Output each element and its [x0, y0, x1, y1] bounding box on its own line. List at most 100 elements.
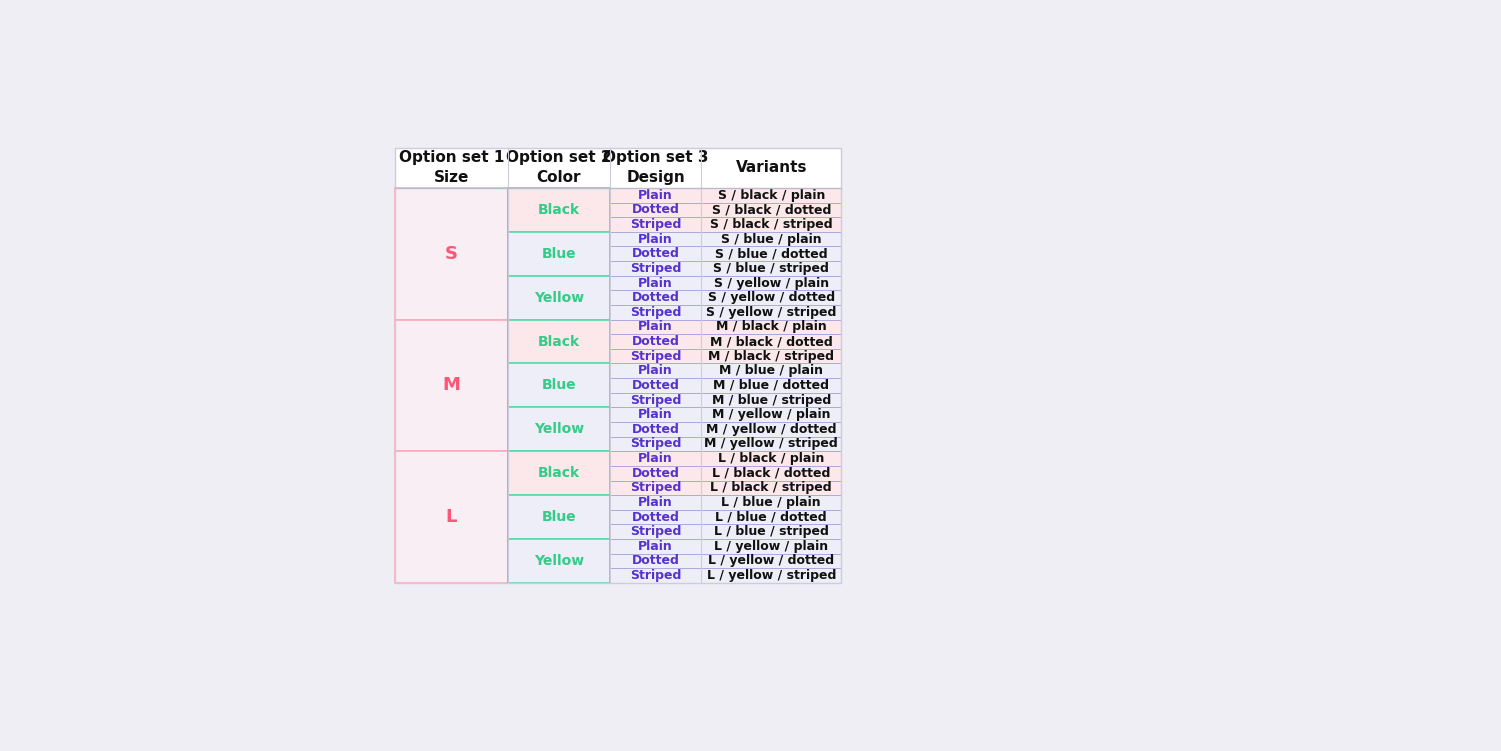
Text: Striped: Striped: [630, 481, 681, 494]
Text: Striped: Striped: [630, 218, 681, 231]
Bar: [609, 466, 701, 481]
Text: Striped: Striped: [630, 350, 681, 363]
Bar: [609, 363, 701, 378]
Text: S / yellow / dotted: S / yellow / dotted: [707, 291, 835, 304]
Bar: [609, 217, 701, 232]
Text: Plain: Plain: [638, 409, 672, 421]
Text: Option set 2
Color: Option set 2 Color: [506, 150, 612, 185]
Text: L / blue / plain: L / blue / plain: [722, 496, 821, 509]
Bar: [701, 495, 841, 510]
Bar: [609, 436, 701, 451]
Text: L / black / striped: L / black / striped: [710, 481, 832, 494]
Bar: [609, 393, 701, 407]
Bar: [701, 261, 841, 276]
Text: Striped: Striped: [630, 262, 681, 275]
Bar: [701, 320, 841, 334]
Text: Black: Black: [537, 203, 579, 217]
Text: Plain: Plain: [638, 364, 672, 377]
Bar: [507, 495, 609, 539]
Text: Striped: Striped: [630, 394, 681, 406]
Text: Black: Black: [537, 334, 579, 348]
Bar: [507, 232, 609, 276]
Bar: [609, 188, 701, 203]
Text: Striped: Striped: [630, 569, 681, 582]
Bar: [609, 407, 701, 422]
Bar: [701, 407, 841, 422]
Bar: [701, 246, 841, 261]
Bar: [609, 451, 701, 466]
Bar: [395, 148, 841, 188]
Text: Blue: Blue: [542, 510, 576, 524]
Text: Yellow: Yellow: [534, 291, 584, 305]
Text: M / black / striped: M / black / striped: [708, 350, 835, 363]
Text: L / yellow / dotted: L / yellow / dotted: [708, 554, 835, 568]
Text: Yellow: Yellow: [534, 422, 584, 436]
Text: Plain: Plain: [638, 496, 672, 509]
Bar: [609, 334, 701, 349]
Bar: [395, 148, 841, 583]
Text: Variants: Variants: [735, 161, 808, 176]
Text: M / black / dotted: M / black / dotted: [710, 335, 833, 348]
Text: Option set 1
Size: Option set 1 Size: [399, 150, 504, 185]
Text: Black: Black: [537, 466, 579, 480]
Text: S / yellow / plain: S / yellow / plain: [713, 276, 829, 289]
Bar: [609, 553, 701, 569]
Text: Plain: Plain: [638, 452, 672, 465]
Bar: [701, 451, 841, 466]
Bar: [701, 349, 841, 363]
Text: Dotted: Dotted: [632, 335, 680, 348]
Bar: [701, 188, 841, 203]
Bar: [507, 363, 609, 407]
Text: Dotted: Dotted: [632, 379, 680, 392]
Bar: [395, 148, 841, 583]
Bar: [701, 291, 841, 305]
Bar: [507, 320, 609, 363]
Text: M: M: [443, 376, 461, 394]
Bar: [507, 276, 609, 320]
Text: L / yellow / plain: L / yellow / plain: [714, 540, 829, 553]
Bar: [609, 378, 701, 393]
Text: Dotted: Dotted: [632, 511, 680, 523]
Text: Plain: Plain: [638, 321, 672, 333]
Bar: [701, 217, 841, 232]
Text: Blue: Blue: [542, 247, 576, 261]
Text: M / blue / dotted: M / blue / dotted: [713, 379, 829, 392]
Text: Plain: Plain: [638, 189, 672, 202]
Bar: [701, 393, 841, 407]
Bar: [609, 232, 701, 246]
Bar: [609, 510, 701, 524]
Bar: [701, 481, 841, 495]
Bar: [507, 188, 609, 232]
Bar: [701, 524, 841, 539]
Text: S / blue / dotted: S / blue / dotted: [714, 247, 827, 261]
Bar: [701, 510, 841, 524]
Bar: [701, 539, 841, 553]
Text: Striped: Striped: [630, 306, 681, 318]
Text: M / yellow / striped: M / yellow / striped: [704, 437, 838, 451]
Text: S / blue / plain: S / blue / plain: [720, 233, 821, 246]
Bar: [609, 569, 701, 583]
Bar: [701, 436, 841, 451]
Text: Dotted: Dotted: [632, 466, 680, 480]
Bar: [609, 481, 701, 495]
Bar: [609, 320, 701, 334]
Bar: [507, 539, 609, 583]
Bar: [507, 451, 609, 495]
Bar: [609, 349, 701, 363]
Bar: [395, 451, 507, 583]
Text: S: S: [444, 245, 458, 263]
Bar: [609, 495, 701, 510]
Text: M / yellow / plain: M / yellow / plain: [711, 409, 830, 421]
Bar: [701, 553, 841, 569]
Text: L: L: [446, 508, 458, 526]
Text: M / blue / striped: M / blue / striped: [711, 394, 832, 406]
Text: Option set 3
Design: Option set 3 Design: [603, 150, 708, 185]
Text: S / black / striped: S / black / striped: [710, 218, 833, 231]
Text: S / blue / striped: S / blue / striped: [713, 262, 829, 275]
Text: Plain: Plain: [638, 233, 672, 246]
Bar: [609, 276, 701, 291]
Text: S / black / dotted: S / black / dotted: [711, 204, 832, 216]
Bar: [609, 305, 701, 320]
Text: Dotted: Dotted: [632, 291, 680, 304]
Bar: [609, 203, 701, 217]
